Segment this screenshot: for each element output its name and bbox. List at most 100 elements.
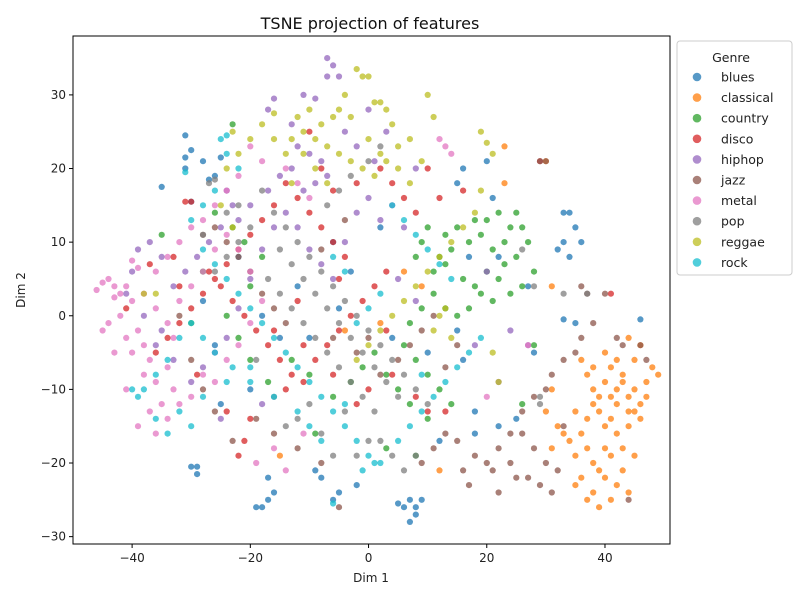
point-jazz [590, 320, 597, 327]
point-hiphop [170, 283, 177, 290]
point-jazz [625, 496, 632, 503]
point-disco [330, 371, 337, 378]
point-metal [152, 268, 159, 275]
point-metal [146, 356, 153, 363]
point-classical [596, 467, 603, 474]
point-reggae [335, 150, 343, 157]
point-classical [631, 452, 638, 459]
point-disco [123, 305, 130, 312]
point-metal [111, 349, 118, 356]
point-pop [400, 371, 408, 378]
point-disco [424, 165, 431, 172]
point-country [495, 275, 502, 283]
point-disco [294, 297, 301, 305]
point-metal [140, 371, 147, 378]
point-hiphop [217, 415, 224, 422]
point-hiphop [300, 91, 307, 98]
point-blues [424, 349, 431, 356]
point-classical [572, 452, 579, 459]
point-hiphop [335, 73, 343, 80]
point-blues [460, 356, 467, 363]
point-rock [247, 378, 254, 386]
point-blues [276, 334, 283, 341]
point-jazz [330, 334, 337, 341]
point-metal [211, 246, 218, 253]
x-tick-label: 20 [479, 551, 494, 565]
point-disco [460, 187, 467, 194]
point-blues [194, 471, 201, 478]
point-country [471, 283, 478, 290]
point-hiphop [123, 290, 130, 297]
legend-marker [692, 258, 702, 267]
legend-title: Genre [712, 50, 750, 65]
point-country [513, 209, 520, 216]
point-disco [400, 194, 408, 202]
point-classical [601, 423, 609, 430]
point-jazz [418, 459, 425, 467]
point-disco [241, 312, 248, 319]
point-metal [111, 283, 118, 290]
point-rock [140, 386, 147, 393]
point-reggae [489, 150, 496, 157]
series-jazz [176, 158, 650, 511]
point-reggae [371, 99, 378, 106]
point-jazz [454, 437, 461, 444]
point-rock [294, 408, 301, 415]
point-disco [294, 194, 301, 202]
point-pop [536, 401, 544, 408]
point-pop [205, 180, 213, 187]
legend-label: hiphop [721, 152, 764, 167]
point-blues [495, 253, 502, 260]
point-disco [223, 261, 230, 268]
point-metal [93, 286, 100, 294]
point-rock [448, 275, 455, 283]
point-blues [335, 489, 343, 496]
point-hiphop [324, 55, 331, 62]
point-reggae [347, 158, 354, 165]
point-country [477, 290, 484, 297]
point-pop [530, 283, 538, 290]
point-classical [590, 386, 597, 393]
series-reggae [140, 66, 502, 386]
point-rock [365, 452, 372, 459]
point-disco [282, 386, 289, 393]
point-country [424, 224, 431, 231]
point-classical [607, 415, 615, 422]
point-hiphop [312, 180, 319, 187]
legend-marker [692, 72, 702, 82]
point-hiphop [235, 305, 242, 312]
point-country [312, 430, 319, 437]
point-jazz [542, 158, 550, 165]
point-reggae [353, 66, 360, 73]
point-reggae [448, 239, 455, 246]
point-country [424, 415, 431, 422]
legend-item-rock: rock [692, 255, 748, 270]
point-hiphop [146, 239, 153, 246]
point-rock [176, 408, 183, 415]
point-blues [412, 511, 419, 518]
point-blues [578, 239, 585, 246]
point-jazz [601, 290, 609, 297]
point-hiphop [395, 275, 402, 283]
point-hiphop [247, 202, 254, 209]
point-metal [300, 430, 307, 437]
point-disco [442, 408, 449, 415]
point-jazz [483, 459, 490, 467]
legend-item-blues: blues [692, 70, 755, 85]
point-blues [471, 430, 478, 437]
point-disco [217, 283, 224, 290]
point-jazz [560, 356, 567, 363]
point-pop [371, 364, 378, 371]
point-jazz [270, 430, 278, 437]
point-country [247, 356, 254, 363]
point-reggae [395, 143, 402, 150]
y-axis-label: Dim 2 [14, 272, 28, 308]
point-disco [306, 209, 313, 216]
point-rock [353, 320, 360, 327]
point-pop [294, 415, 301, 422]
point-rock [223, 150, 230, 157]
point-jazz [613, 334, 620, 341]
legend-label: rock [721, 255, 748, 270]
point-pop [365, 327, 372, 334]
point-rock [152, 371, 159, 378]
